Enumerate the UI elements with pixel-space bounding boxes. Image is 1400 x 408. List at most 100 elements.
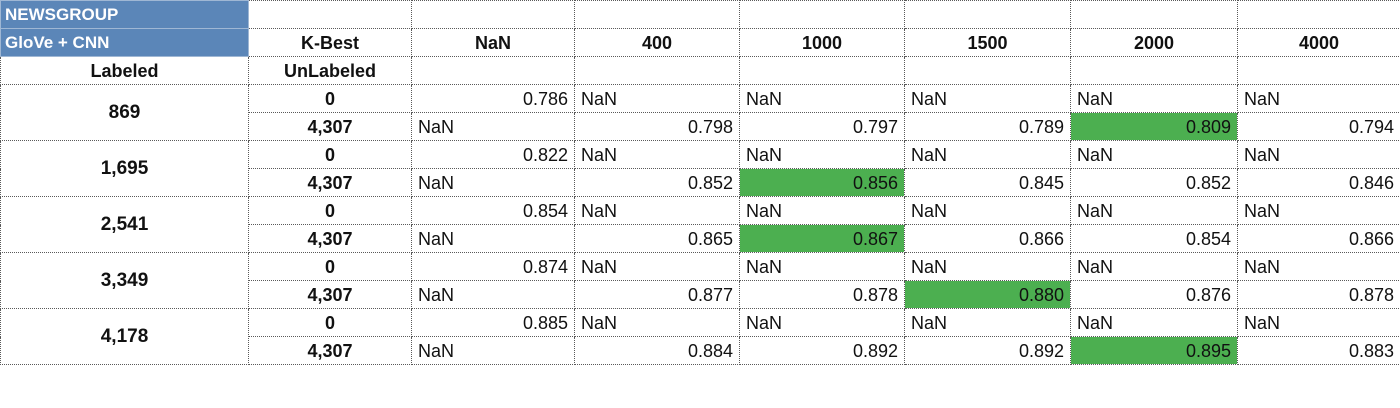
nan-cell: NaN [739,252,905,281]
best-score-cell: 0.809 [1070,112,1238,141]
best-score-cell: 0.880 [904,280,1071,309]
nan-cell: NaN [1237,308,1400,337]
title-line-1: NEWSGROUP [0,0,249,29]
empty-cell [574,0,740,29]
table-row: 2,541 0 0.854 NaN NaN NaN NaN NaN [0,196,1400,253]
unlabeled-count: 4,307 [248,168,412,197]
labeled-count: 869 [0,84,249,141]
empty-cell [904,0,1071,29]
nan-cell: NaN [411,224,575,253]
nan-cell: NaN [574,252,740,281]
score-cell: 0.874 [411,252,575,281]
nan-cell: NaN [1237,84,1400,113]
score-cell: 0.786 [411,84,575,113]
nan-cell: NaN [411,168,575,197]
score-cell: 0.798 [574,112,740,141]
table-row: 4,307 NaN 0.865 0.867 0.866 0.854 0.866 [1,224,1400,253]
empty-cell [411,56,575,85]
score-cell: 0.797 [739,112,905,141]
nan-cell: NaN [1070,308,1238,337]
empty-cell [1237,0,1400,29]
results-table: NEWSGROUP GloVe + CNN K-Best NaN 400 100… [0,0,1400,365]
nan-cell: NaN [574,140,740,169]
nan-cell: NaN [1237,140,1400,169]
score-cell: 0.854 [1070,224,1238,253]
score-cell: 0.878 [739,280,905,309]
unlabeled-count: 4,307 [248,280,412,309]
nan-cell: NaN [574,308,740,337]
nan-cell: NaN [411,112,575,141]
column-header: 1500 [904,28,1071,57]
table-row: 1,695 0 0.822 NaN NaN NaN NaN NaN [0,140,1400,197]
nan-cell: NaN [574,196,740,225]
score-cell: 0.822 [411,140,575,169]
table-row: 869 0 0.786 NaN NaN NaN NaN NaN [0,84,1400,141]
score-cell: 0.789 [904,112,1071,141]
nan-cell: NaN [1070,84,1238,113]
nan-cell: NaN [904,140,1071,169]
unlabeled-count: 0 [248,252,412,281]
empty-cell [248,0,412,29]
score-cell: 0.852 [574,168,740,197]
unlabeled-header: UnLabeled [248,56,412,85]
score-cell: 0.892 [904,336,1071,365]
nan-cell: NaN [574,84,740,113]
score-cell: 0.865 [574,224,740,253]
unlabeled-count: 0 [248,140,412,169]
nan-cell: NaN [904,84,1071,113]
table-row: 3,349 0 0.874 NaN NaN NaN NaN NaN [0,252,1400,309]
score-cell: 0.876 [1070,280,1238,309]
unlabeled-count: 0 [248,308,412,337]
empty-cell [904,56,1071,85]
table-row: 4,178 0 0.885 NaN NaN NaN NaN NaN [0,308,1400,365]
score-cell: 0.794 [1237,112,1400,141]
nan-cell: NaN [1237,252,1400,281]
unlabeled-count: 4,307 [248,224,412,253]
score-cell: 0.846 [1237,168,1400,197]
nan-cell: NaN [904,308,1071,337]
best-score-cell: 0.867 [739,224,905,253]
column-header: 1000 [739,28,905,57]
best-score-cell: 0.856 [739,168,905,197]
header-row-3: Labeled UnLabeled [0,56,1400,85]
nan-cell: NaN [1070,252,1238,281]
nan-cell: NaN [739,308,905,337]
nan-cell: NaN [411,280,575,309]
score-cell: 0.885 [411,308,575,337]
score-cell: 0.845 [904,168,1071,197]
nan-cell: NaN [739,196,905,225]
labeled-count: 1,695 [0,140,249,197]
table-row: 4,307 NaN 0.884 0.892 0.892 0.895 0.883 [1,336,1400,365]
unlabeled-count: 0 [248,196,412,225]
empty-cell [574,56,740,85]
empty-cell [739,56,905,85]
column-header: 2000 [1070,28,1238,57]
empty-cell [411,0,575,29]
empty-cell [1070,56,1238,85]
unlabeled-count: 0 [248,84,412,113]
nan-cell: NaN [904,196,1071,225]
table-row: 4,307 NaN 0.798 0.797 0.789 0.809 0.794 [1,112,1400,141]
nan-cell: NaN [904,252,1071,281]
table-row: 4,307 NaN 0.852 0.856 0.845 0.852 0.846 [1,168,1400,197]
labeled-count: 4,178 [0,308,249,365]
empty-cell [1237,56,1400,85]
header-row-1: NEWSGROUP [0,0,1400,29]
nan-cell: NaN [739,84,905,113]
score-cell: 0.877 [574,280,740,309]
table-row: 4,307 NaN 0.877 0.878 0.880 0.876 0.878 [1,280,1400,309]
score-cell: 0.866 [1237,224,1400,253]
best-score-cell: 0.895 [1070,336,1238,365]
title-line-2: GloVe + CNN [0,28,249,57]
empty-cell [739,0,905,29]
nan-cell: NaN [1070,140,1238,169]
nan-cell: NaN [1070,196,1238,225]
column-header: 400 [574,28,740,57]
labeled-header: Labeled [0,56,249,85]
nan-cell: NaN [739,140,905,169]
unlabeled-count: 4,307 [248,112,412,141]
score-cell: 0.878 [1237,280,1400,309]
unlabeled-count: 4,307 [248,336,412,365]
labeled-count: 3,349 [0,252,249,309]
